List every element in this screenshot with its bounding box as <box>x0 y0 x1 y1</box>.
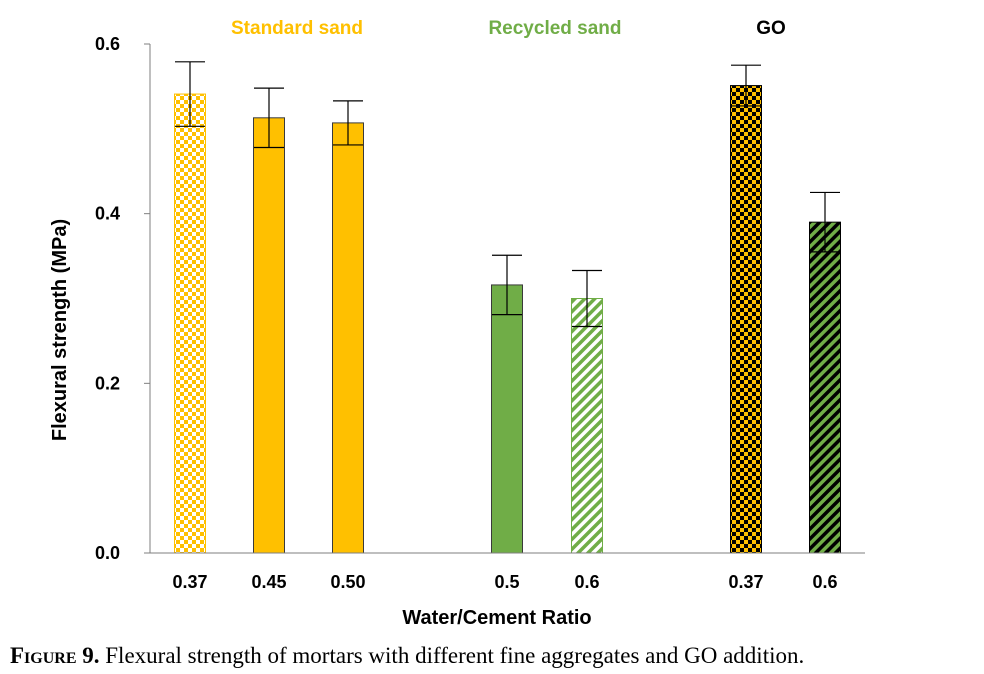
y-tick-label: 0.0 <box>95 543 120 563</box>
x-axis-tick-labels: 0.37 0.45 0.50 0.5 0.6 0.37 0.6 <box>172 572 837 592</box>
x-tick-label: 0.37 <box>728 572 763 592</box>
x-tick-label: 0.5 <box>494 572 519 592</box>
group-label: GO <box>756 18 786 39</box>
x-axis-title: Water/Cement Ratio <box>402 607 591 629</box>
y-axis-title: Flexural strength (MPa) <box>49 219 71 441</box>
x-tick-label: 0.45 <box>251 572 286 592</box>
x-tick-label: 0.37 <box>172 572 207 592</box>
bars-layer <box>174 85 841 554</box>
x-tick-label: 0.6 <box>574 572 599 592</box>
figure-number: Figure 9. <box>10 643 100 668</box>
y-tick-label: 0.4 <box>95 204 120 224</box>
caption-text: Flexural strength of mortars with differ… <box>105 643 805 668</box>
group-labels: Standard sand Recycled sand GO <box>231 18 786 39</box>
x-tick-label: 0.50 <box>330 572 365 592</box>
bar <box>332 122 364 554</box>
bar <box>491 284 523 554</box>
y-tick-label: 0.2 <box>95 373 120 393</box>
bar <box>730 85 762 554</box>
bar <box>809 221 841 554</box>
y-tick-label: 0.6 <box>95 34 120 54</box>
bar <box>253 117 285 554</box>
figure-caption: Figure 9. Flexural strength of mortars w… <box>10 643 980 669</box>
error-bars-layer <box>175 61 840 328</box>
y-axis-ticks: 0.0 0.2 0.4 0.6 <box>95 34 150 563</box>
bar <box>571 298 603 554</box>
group-label: Standard sand <box>231 18 363 39</box>
group-label: Recycled sand <box>488 18 621 39</box>
x-tick-label: 0.6 <box>812 572 837 592</box>
bar <box>174 93 206 554</box>
